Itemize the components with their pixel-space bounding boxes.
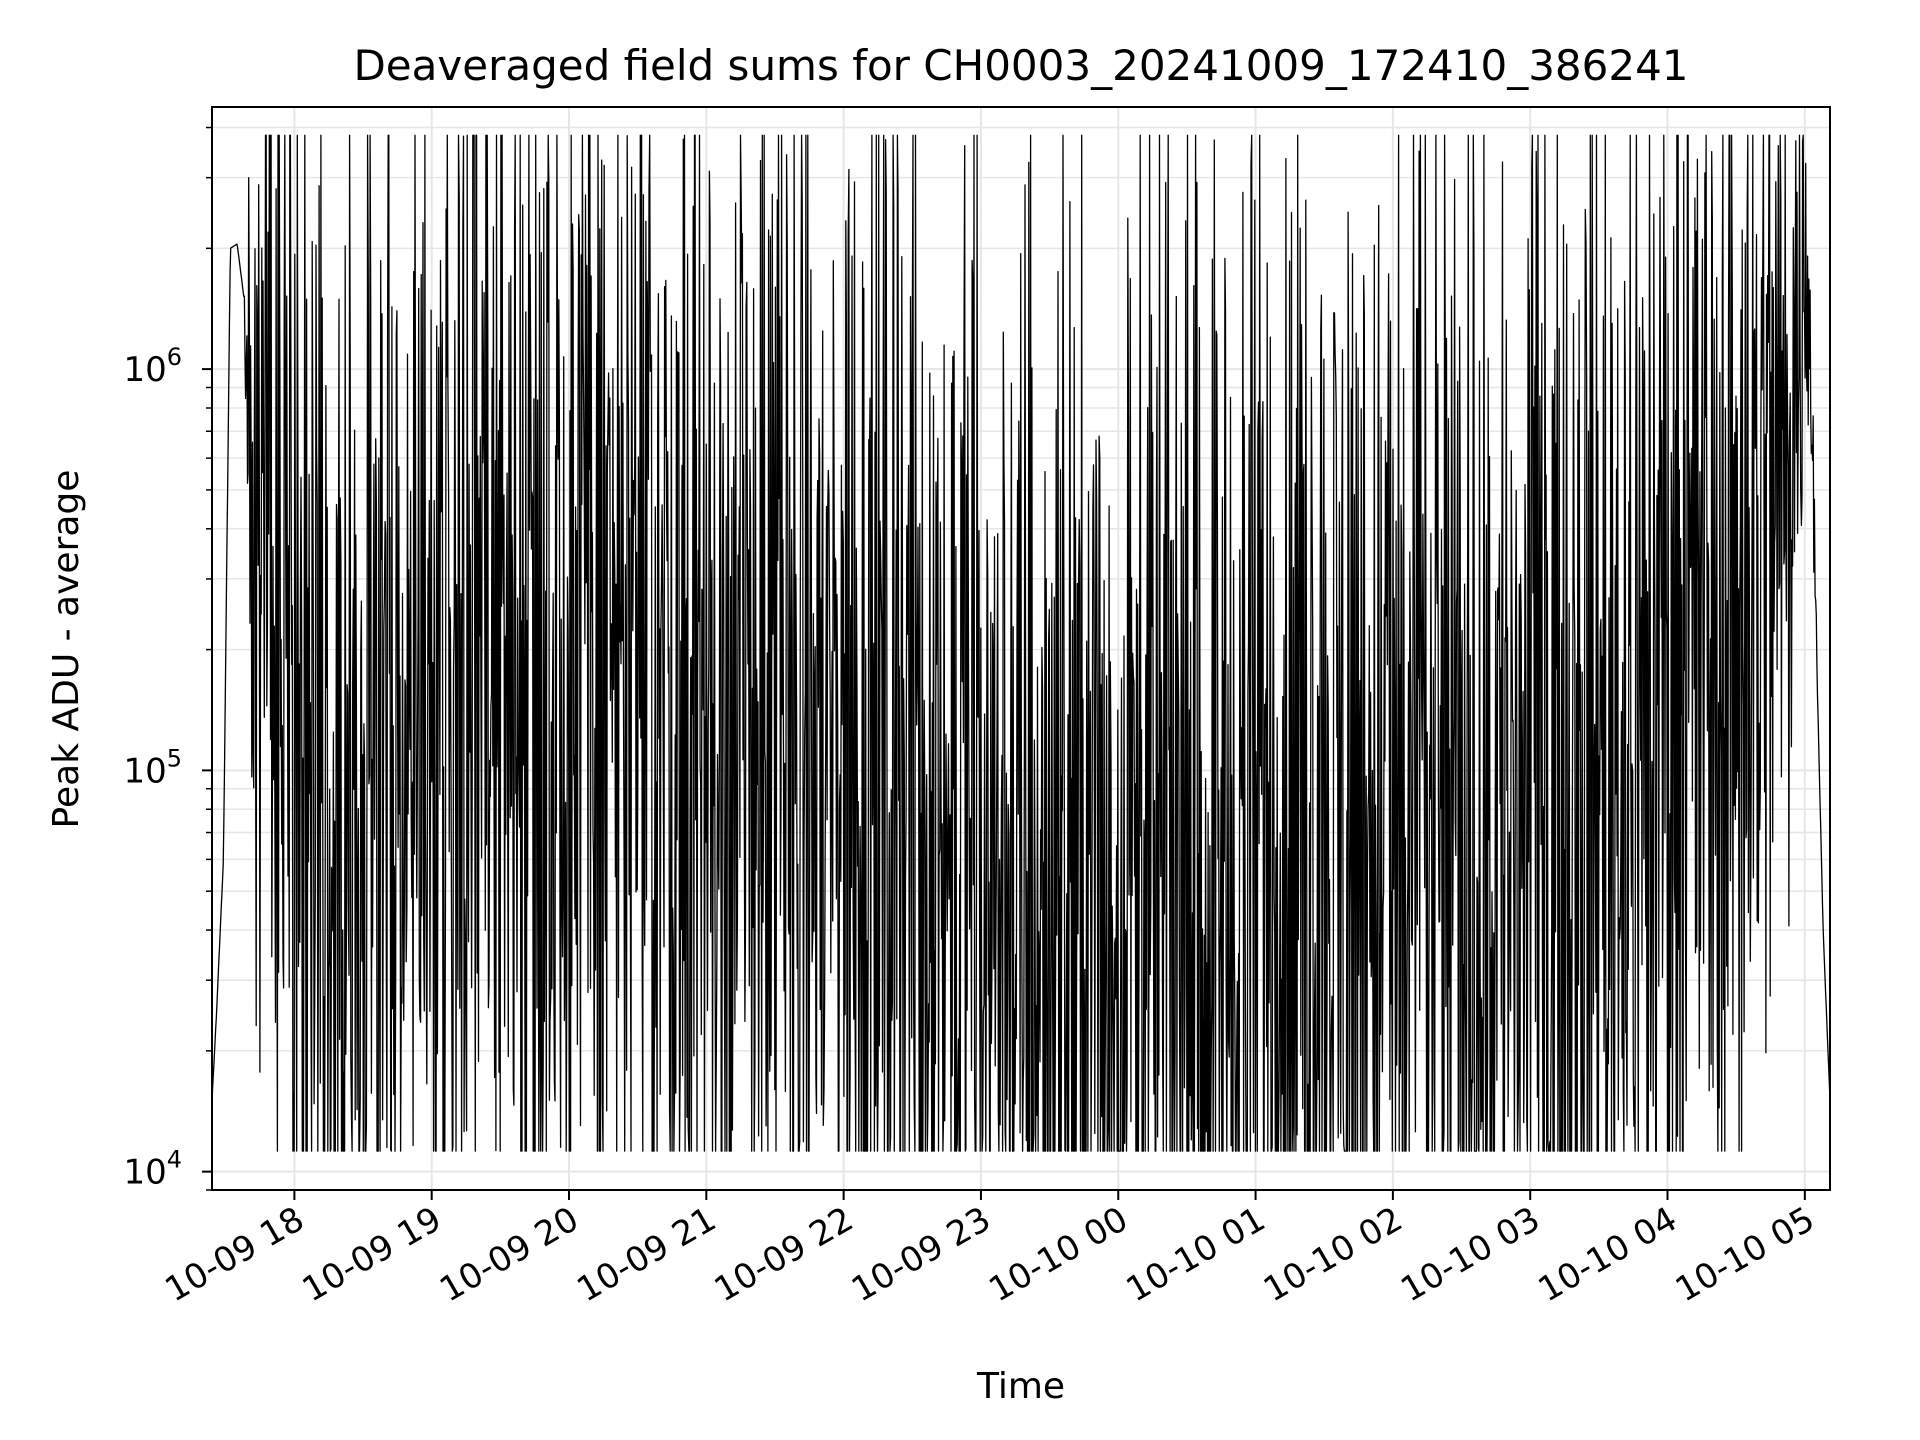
series-line xyxy=(211,134,1831,1152)
x-tick-label: 10-10 01 xyxy=(1120,1199,1272,1310)
x-tick-label: 10-10 03 xyxy=(1394,1199,1546,1310)
plot-layer xyxy=(211,134,1831,1152)
y-ticks: 104 105 106 xyxy=(123,126,212,1193)
x-tick-label: 10-09 21 xyxy=(570,1199,722,1310)
plot-frame xyxy=(211,106,1831,1191)
y-tick-label: 106 xyxy=(123,343,182,390)
x-axis-label: Time xyxy=(976,1366,1065,1407)
x-tick-label: 10-09 20 xyxy=(433,1199,585,1310)
x-tick-label: 10-09 19 xyxy=(296,1199,448,1310)
x-tick-label: 10-10 04 xyxy=(1532,1199,1684,1310)
x-tick-label: 10-10 00 xyxy=(982,1199,1134,1310)
chart-title: Deaveraged field sums for CH0003_2024100… xyxy=(353,41,1688,90)
x-tick-label: 10-09 22 xyxy=(708,1199,860,1310)
x-tick-label: 10-09 18 xyxy=(158,1199,310,1310)
x-tick-label: 10-10 05 xyxy=(1669,1199,1821,1310)
x-tick-label: 10-09 23 xyxy=(845,1199,997,1310)
y-axis-label: Peak ADU - average xyxy=(46,470,87,829)
y-tick-label: 105 xyxy=(123,744,182,791)
x-tick-label: 10-10 02 xyxy=(1257,1199,1409,1310)
y-tick-label: 104 xyxy=(123,1146,182,1193)
